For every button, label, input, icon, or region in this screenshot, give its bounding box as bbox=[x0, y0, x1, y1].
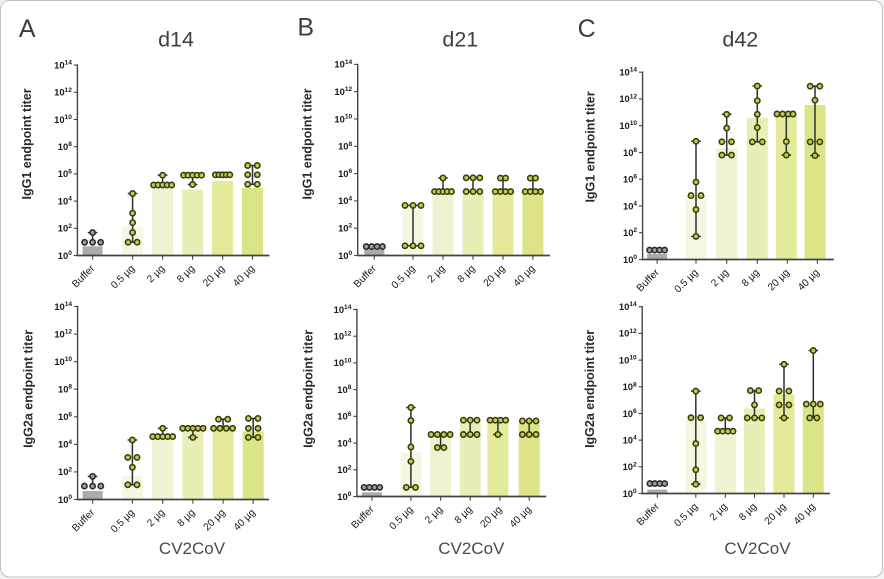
svg-text:1010: 1010 bbox=[334, 357, 352, 368]
svg-text:100: 100 bbox=[58, 250, 72, 261]
svg-text:IgG1 endpoint titer: IgG1 endpoint titer bbox=[301, 88, 315, 199]
svg-text:102: 102 bbox=[58, 223, 72, 234]
svg-text:IgG2a endpoint titer: IgG2a endpoint titer bbox=[301, 330, 315, 448]
svg-text:108: 108 bbox=[58, 384, 72, 395]
svg-text:1014: 1014 bbox=[54, 301, 72, 312]
svg-text:104: 104 bbox=[58, 195, 72, 206]
svg-text:108: 108 bbox=[337, 384, 351, 395]
svg-text:106: 106 bbox=[337, 411, 351, 422]
svg-text:1012: 1012 bbox=[334, 331, 352, 342]
svg-text:108: 108 bbox=[623, 381, 637, 392]
svg-text:CV2CoV: CV2CoV bbox=[159, 539, 226, 558]
svg-text:1014: 1014 bbox=[619, 301, 637, 312]
svg-text:100: 100 bbox=[623, 254, 637, 265]
svg-text:IgG2a endpoint titer: IgG2a endpoint titer bbox=[583, 330, 597, 448]
svg-text:106: 106 bbox=[338, 168, 352, 179]
svg-text:102: 102 bbox=[338, 223, 352, 234]
svg-text:102: 102 bbox=[623, 227, 637, 238]
svg-text:1014: 1014 bbox=[619, 67, 637, 78]
svg-text:102: 102 bbox=[623, 461, 637, 472]
svg-text:100: 100 bbox=[338, 250, 352, 261]
svg-text:1010: 1010 bbox=[334, 113, 352, 124]
svg-text:104: 104 bbox=[338, 195, 352, 206]
svg-text:1010: 1010 bbox=[54, 114, 72, 125]
svg-text:106: 106 bbox=[58, 411, 72, 422]
svg-text:CV2CoV: CV2CoV bbox=[724, 539, 791, 558]
svg-text:d21: d21 bbox=[442, 27, 478, 51]
svg-text:108: 108 bbox=[58, 141, 72, 152]
svg-text:d14: d14 bbox=[158, 27, 194, 51]
svg-text:104: 104 bbox=[623, 434, 637, 445]
svg-text:108: 108 bbox=[338, 141, 352, 152]
svg-text:104: 104 bbox=[58, 439, 72, 450]
svg-text:IgG1 endpoint titer: IgG1 endpoint titer bbox=[584, 91, 598, 202]
svg-text:1012: 1012 bbox=[54, 328, 72, 339]
svg-text:102: 102 bbox=[337, 464, 351, 475]
svg-text:102: 102 bbox=[58, 466, 72, 477]
svg-text:108: 108 bbox=[623, 147, 637, 158]
svg-text:B: B bbox=[297, 14, 314, 42]
svg-text:106: 106 bbox=[58, 168, 72, 179]
svg-text:1014: 1014 bbox=[334, 304, 352, 315]
svg-text:CV2CoV: CV2CoV bbox=[438, 539, 505, 558]
svg-text:IgG1 endpoint titer: IgG1 endpoint titer bbox=[20, 88, 34, 199]
svg-text:100: 100 bbox=[623, 488, 637, 499]
svg-text:100: 100 bbox=[337, 491, 351, 502]
svg-text:1010: 1010 bbox=[619, 120, 637, 131]
svg-text:C: C bbox=[578, 15, 596, 43]
svg-text:106: 106 bbox=[623, 408, 637, 419]
svg-text:IgG2a endpoint titer: IgG2a endpoint titer bbox=[21, 330, 35, 448]
svg-text:1014: 1014 bbox=[334, 59, 352, 70]
svg-text:1012: 1012 bbox=[619, 328, 637, 339]
svg-text:d42: d42 bbox=[722, 27, 758, 51]
svg-text:104: 104 bbox=[623, 200, 637, 211]
svg-text:100: 100 bbox=[58, 494, 72, 505]
svg-text:106: 106 bbox=[623, 174, 637, 185]
svg-text:1010: 1010 bbox=[619, 354, 637, 365]
svg-text:A: A bbox=[19, 15, 36, 43]
svg-text:1010: 1010 bbox=[54, 356, 72, 367]
svg-text:104: 104 bbox=[337, 437, 351, 448]
svg-text:1012: 1012 bbox=[619, 93, 637, 104]
svg-text:1012: 1012 bbox=[334, 86, 352, 97]
svg-text:1012: 1012 bbox=[54, 87, 72, 98]
svg-text:1014: 1014 bbox=[54, 59, 72, 70]
